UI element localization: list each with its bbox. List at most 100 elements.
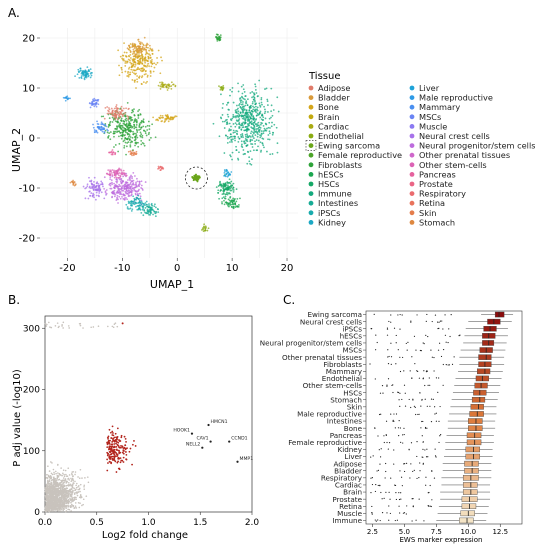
volcano-point — [72, 479, 75, 482]
umap-point — [119, 197, 122, 200]
umap-point — [135, 181, 137, 184]
umap-point — [249, 132, 252, 135]
boxplot-outlier — [399, 313, 401, 316]
boxplot-outlier — [380, 448, 382, 450]
umap-point — [97, 103, 100, 106]
umap-point — [141, 56, 144, 59]
umap-point — [133, 203, 136, 206]
umap-point — [117, 198, 119, 201]
umap-point — [161, 59, 163, 62]
umap-point — [115, 178, 118, 181]
volcano-point — [50, 326, 53, 329]
umap-point — [216, 38, 219, 40]
volcano-point — [54, 499, 56, 502]
boxplot-outlier — [419, 349, 422, 352]
umap-point — [259, 116, 262, 119]
boxplot-outlier — [442, 363, 444, 366]
volcano-point — [63, 473, 65, 476]
volcano-point — [65, 473, 67, 476]
volcano-point — [65, 500, 68, 503]
umap-point — [120, 105, 123, 108]
legend-swatch — [308, 210, 314, 216]
boxplot-outlier — [399, 356, 401, 358]
umap-point — [96, 99, 99, 102]
umap-point — [131, 154, 133, 157]
umap-point — [128, 59, 131, 62]
boxplot-outlier — [377, 519, 379, 521]
umap-point — [148, 131, 150, 134]
umap-point — [250, 143, 252, 145]
umap-point — [76, 73, 79, 76]
umap-point — [141, 134, 144, 137]
legend-item: Female reproductive — [318, 150, 402, 160]
boxplot-outlier — [372, 455, 374, 457]
umap-point — [254, 108, 257, 111]
umap-point — [263, 146, 265, 149]
volcano-point — [45, 325, 48, 327]
umap-point — [141, 62, 144, 65]
umap-point — [152, 70, 155, 73]
volcano-point — [47, 465, 49, 468]
umap-point — [125, 145, 128, 148]
umap-point — [111, 116, 114, 119]
umap-point — [88, 102, 91, 104]
boxplot-category-label: MSCs — [342, 346, 362, 355]
boxplot-outlier — [439, 320, 442, 322]
umap-point — [91, 187, 94, 189]
boxplot-outlier — [435, 377, 438, 379]
boxplot-outlier — [377, 484, 379, 487]
legend-swatch — [409, 210, 415, 216]
volcano-highlight-point — [120, 436, 123, 439]
umap-point — [206, 229, 209, 232]
boxplot-outlier — [394, 519, 396, 522]
boxplot-outlier — [409, 370, 411, 372]
umap-point — [89, 68, 92, 71]
legend-item: Skin — [419, 208, 436, 218]
boxplot-xtick-label: 7.5 — [431, 528, 442, 536]
umap-point — [74, 75, 76, 78]
boxplot-outlier — [374, 519, 376, 521]
boxplot-outlier — [379, 392, 382, 394]
umap-point — [70, 180, 73, 183]
volcano-point — [72, 499, 75, 501]
umap-point — [251, 139, 254, 142]
boxplot-outlier — [370, 477, 372, 479]
umap-point — [113, 192, 116, 194]
boxplot-category-label: Muscle — [337, 509, 362, 518]
umap-point — [234, 111, 237, 113]
umap-point — [128, 73, 131, 76]
volcano-highlight-point — [124, 451, 127, 453]
umap-point — [143, 129, 145, 132]
volcano-point — [55, 501, 58, 504]
volcano-point — [47, 487, 49, 489]
umap-point — [252, 117, 255, 120]
umap-point — [130, 62, 133, 65]
umap-point — [254, 100, 256, 103]
umap-point — [232, 101, 235, 104]
boxplot-outlier — [403, 470, 406, 473]
umap-point — [116, 127, 118, 130]
boxplot-outlier — [431, 499, 433, 501]
umap-point — [117, 112, 120, 114]
umap-point — [221, 120, 224, 123]
volcano-point — [52, 493, 54, 496]
boxplot-outlier — [402, 512, 405, 514]
volcano-point — [70, 501, 72, 504]
legend-item: Stomach — [419, 217, 455, 227]
umap-point — [112, 192, 114, 195]
legend-swatch — [409, 162, 415, 168]
umap-point — [123, 139, 126, 142]
umap-point — [249, 150, 252, 153]
umap-point — [80, 76, 83, 79]
umap-point — [154, 206, 157, 209]
umap-point — [127, 108, 130, 111]
umap-point — [69, 181, 72, 184]
umap-point — [143, 44, 145, 47]
umap-point — [232, 114, 235, 116]
umap-point — [119, 132, 122, 134]
umap-point — [108, 107, 110, 109]
volcano-point — [66, 496, 69, 499]
boxplot-outlier — [429, 405, 431, 407]
